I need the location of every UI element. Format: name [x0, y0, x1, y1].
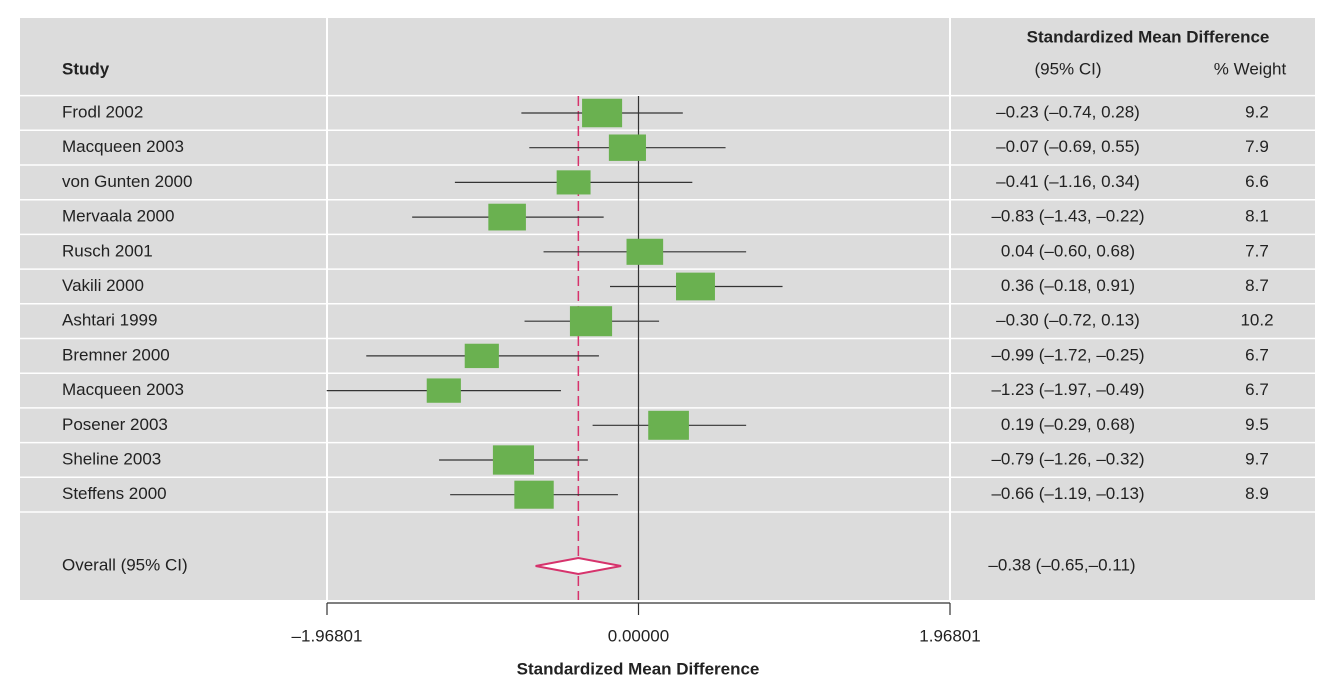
- study-name: Vakili 2000: [62, 276, 144, 295]
- study-name: Rusch 2001: [62, 241, 153, 260]
- weight-label: 10.2: [1240, 311, 1273, 330]
- ci-label: 0.04 (–0.60, 0.68): [1001, 241, 1135, 260]
- effect-box: [556, 170, 591, 195]
- x-tick-label: 1.96801: [919, 626, 980, 645]
- effect-box: [626, 238, 664, 265]
- study-name: Frodl 2002: [62, 102, 143, 121]
- weight-label: 9.7: [1245, 449, 1269, 468]
- ci-label: –0.66 (–1.19, –0.13): [991, 484, 1144, 503]
- ci-label: –0.83 (–1.43, –0.22): [991, 207, 1144, 226]
- weight-label: 8.9: [1245, 484, 1269, 503]
- weight-label: 8.7: [1245, 276, 1269, 295]
- overall-ci-label: –0.38 (–0.65,–0.11): [988, 555, 1135, 574]
- effect-box: [648, 410, 689, 440]
- x-tick-label: –1.96801: [292, 626, 363, 645]
- x-axis-label: Standardized Mean Difference: [517, 659, 760, 678]
- weight-label: 7.7: [1245, 241, 1269, 260]
- ci-label: –0.07 (–0.69, 0.55): [996, 137, 1140, 156]
- weight-label: 6.7: [1245, 380, 1269, 399]
- overall-name: Overall (95% CI): [62, 555, 188, 574]
- header-weight: % Weight: [1214, 59, 1287, 78]
- weight-label: 9.5: [1245, 415, 1269, 434]
- weight-label: 6.6: [1245, 172, 1269, 191]
- ci-label: –1.23 (–1.97, –0.49): [991, 380, 1144, 399]
- effect-box: [608, 134, 646, 161]
- weight-label: 7.9: [1245, 137, 1269, 156]
- study-name: Ashtari 1999: [62, 311, 157, 330]
- ci-label: –0.30 (–0.72, 0.13): [996, 311, 1140, 330]
- ci-label: –0.23 (–0.74, 0.28): [996, 102, 1140, 121]
- overall-diamond: [535, 556, 622, 576]
- effect-box: [464, 343, 499, 369]
- ci-label: –0.99 (–1.72, –0.25): [991, 345, 1144, 364]
- effect-box: [488, 203, 526, 231]
- panel: [20, 18, 1315, 600]
- header-effect: Standardized Mean Difference: [1027, 27, 1270, 46]
- study-name: Steffens 2000: [62, 484, 167, 503]
- weight-label: 8.1: [1245, 207, 1269, 226]
- effect-box: [514, 480, 554, 509]
- weight-label: 6.7: [1245, 345, 1269, 364]
- x-tick-label: 0.00000: [608, 626, 669, 645]
- header-ci: (95% CI): [1034, 59, 1101, 78]
- header-study: Study: [62, 59, 110, 78]
- effect-box: [582, 98, 623, 128]
- ci-label: 0.19 (–0.29, 0.68): [1001, 415, 1135, 434]
- effect-box: [426, 378, 461, 403]
- effect-box: [676, 272, 715, 301]
- study-name: Mervaala 2000: [62, 207, 174, 226]
- ci-label: –0.79 (–1.26, –0.32): [991, 449, 1144, 468]
- study-name: Bremner 2000: [62, 345, 170, 364]
- study-name: Macqueen 2003: [62, 380, 184, 399]
- effect-box: [569, 306, 613, 337]
- ci-label: –0.41 (–1.16, 0.34): [996, 172, 1140, 191]
- study-name: von Gunten 2000: [62, 172, 192, 191]
- study-name: Posener 2003: [62, 415, 168, 434]
- ci-label: 0.36 (–0.18, 0.91): [1001, 276, 1135, 295]
- weight-label: 9.2: [1245, 102, 1269, 121]
- study-name: Macqueen 2003: [62, 137, 184, 156]
- study-name: Sheline 2003: [62, 449, 161, 468]
- effect-box: [492, 445, 535, 475]
